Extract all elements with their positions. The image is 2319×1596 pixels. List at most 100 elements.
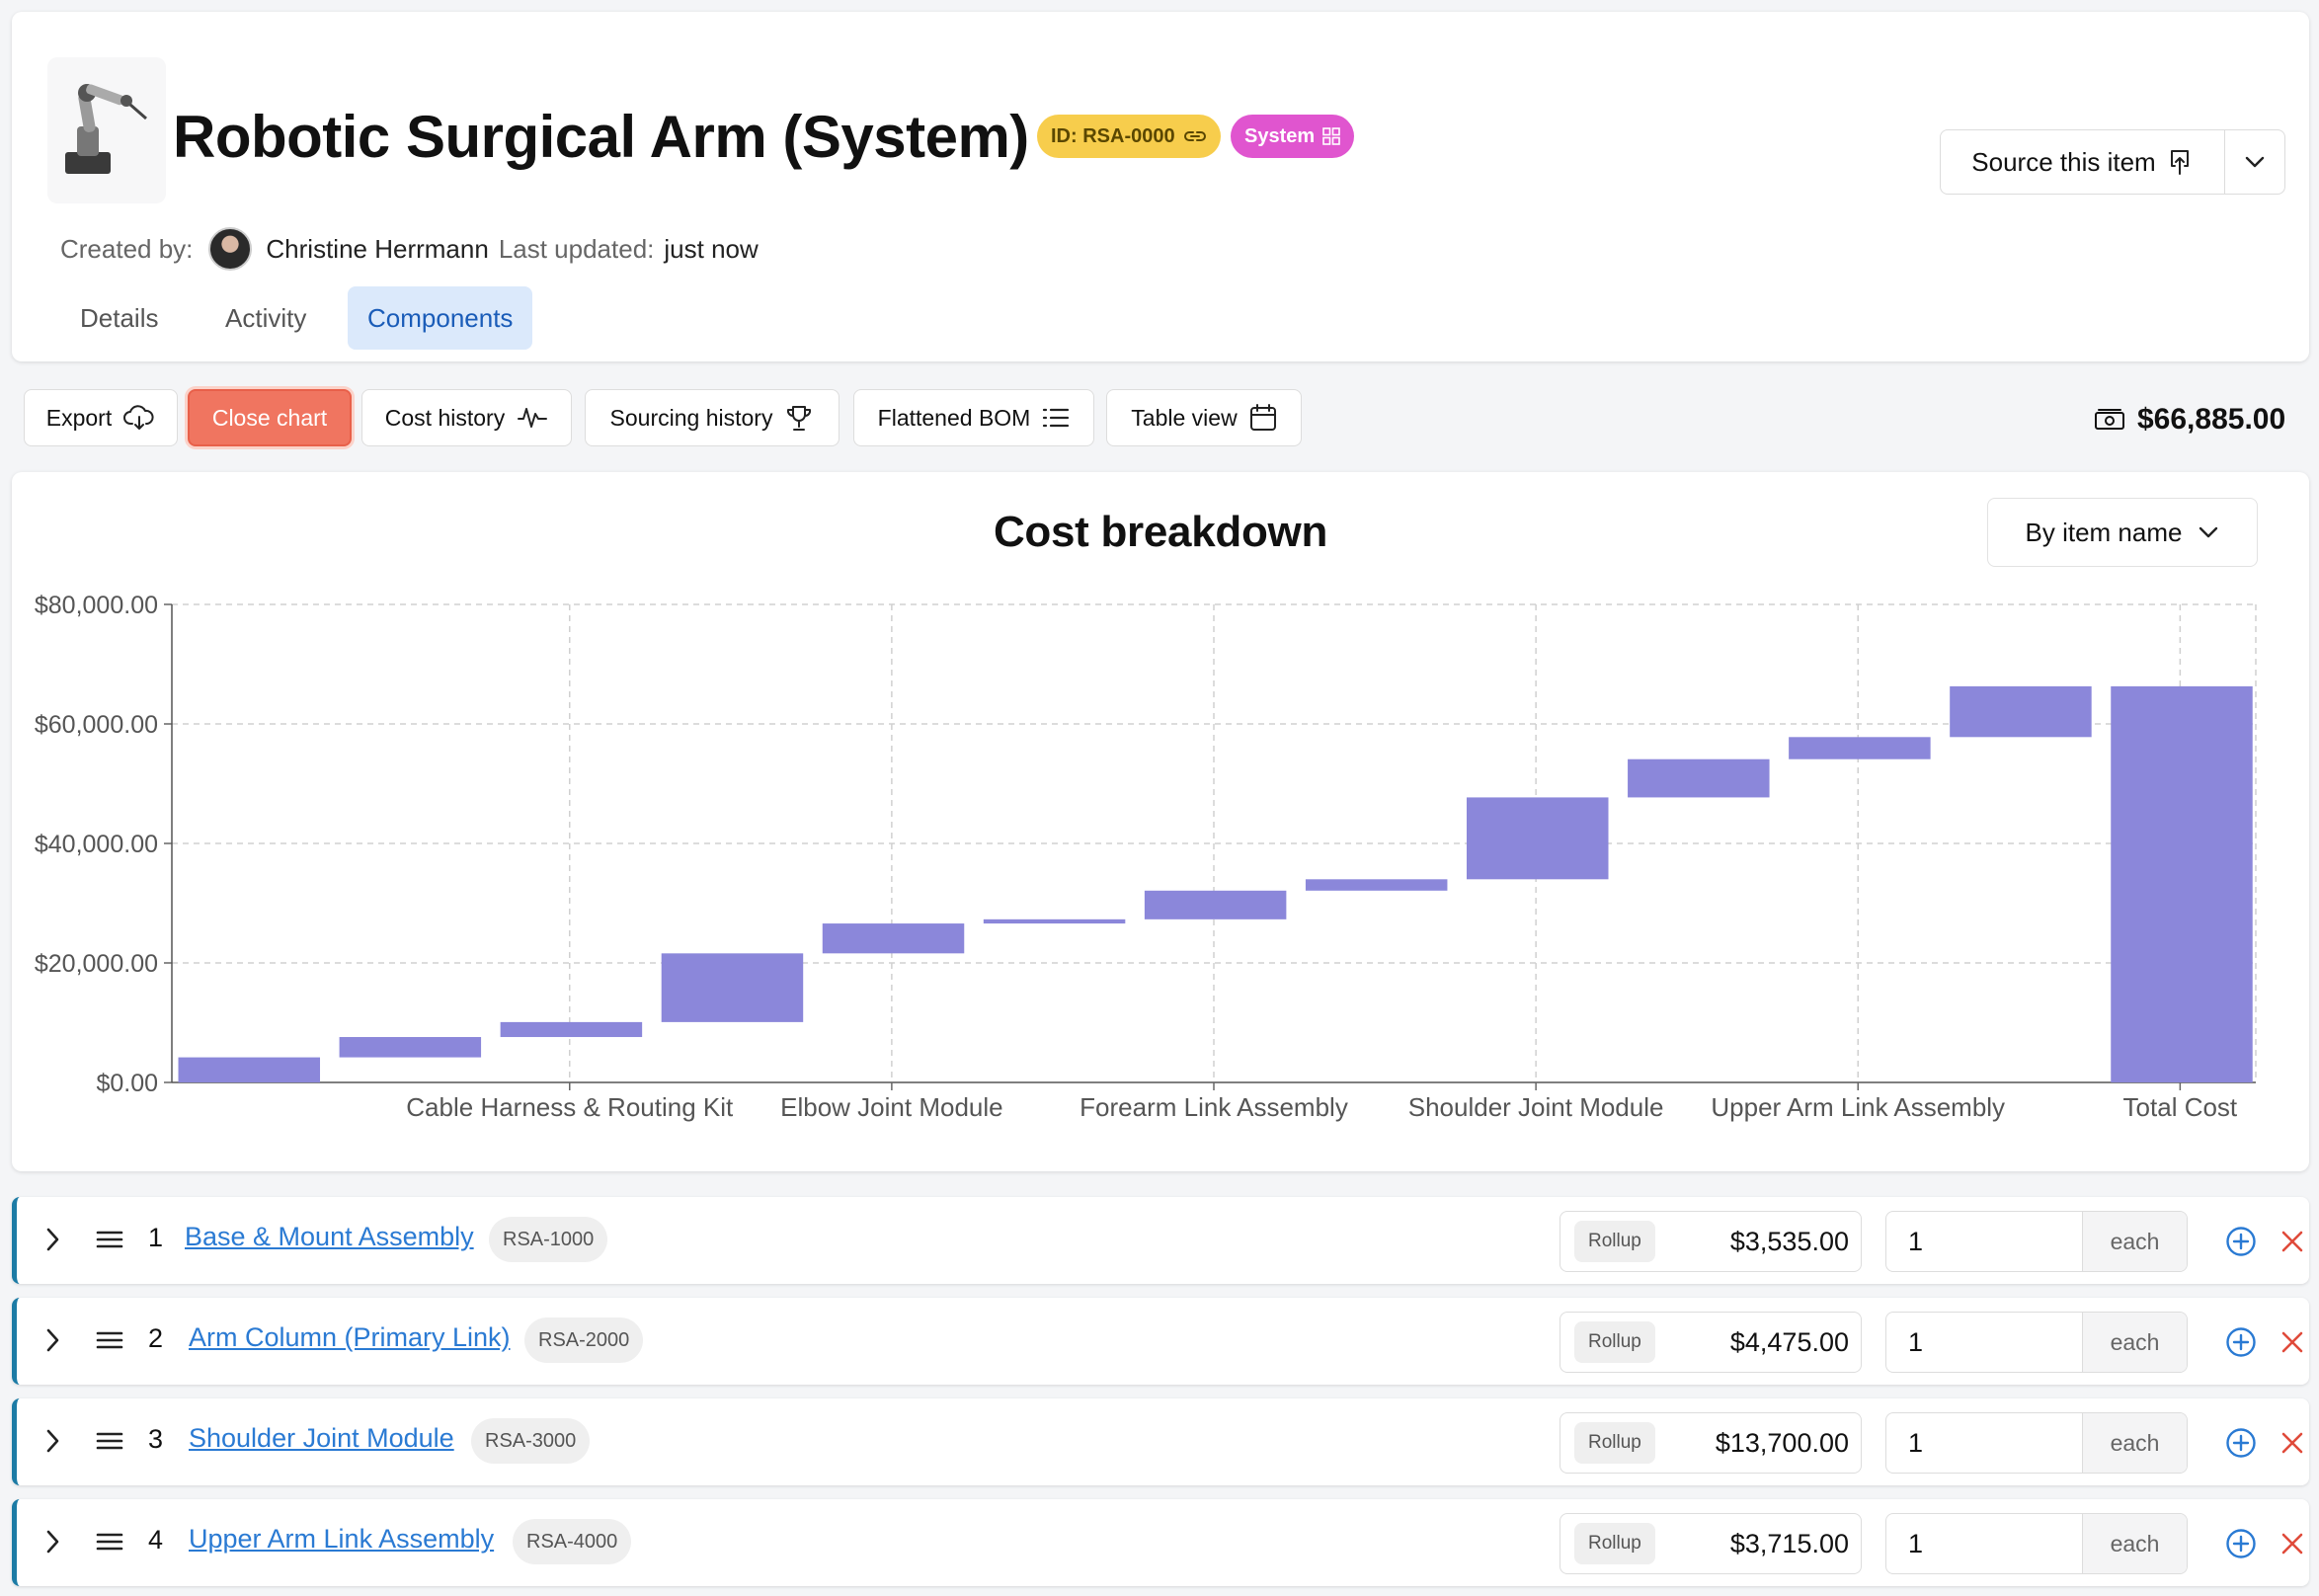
close-icon[interactable] [2280,1431,2304,1455]
waterfall-bar [661,953,804,1022]
close-icon[interactable] [2280,1532,2304,1556]
export-button[interactable]: Export [24,389,178,446]
add-circle-icon[interactable] [2225,1528,2257,1559]
cost-breakdown-chart-card: $0.00 $20,000.00 $40,000.00 $60,000.00 $80,0… [12,472,2309,1171]
group-by-value: By item name [2025,517,2183,547]
tab-details[interactable]: Details [80,302,159,333]
money-icon [2095,409,2124,430]
add-circle-icon[interactable] [2225,1326,2257,1358]
row-index: 2 [148,1323,164,1353]
flattened-bom-button[interactable]: Flattened BOM [853,389,1094,446]
close-icon[interactable] [2280,1330,2304,1354]
component-code-badge: RSA-3000 [471,1418,591,1464]
y-tick-label: $20,000.00 [35,950,158,978]
source-item-button[interactable]: Source this item [1941,130,2225,194]
chevron-right-icon[interactable] [44,1528,60,1556]
price-field[interactable]: Rollup $13,700.00 [1559,1412,1862,1474]
group-by-select[interactable]: By item name [1987,498,2258,567]
quantity-field[interactable]: 1 each [1885,1513,2188,1574]
drag-handle-icon[interactable] [96,1531,123,1553]
component-row[interactable]: 1 Base & Mount Assembly RSA-1000 Rollup … [12,1197,2309,1284]
item-type-badge[interactable]: System [1231,115,1355,158]
component-row[interactable]: 2 Arm Column (Primary Link) RSA-2000 Rol… [12,1298,2309,1385]
quantity-field[interactable]: 1 each [1885,1312,2188,1373]
created-by-name[interactable]: Christine Herrmann [266,233,489,264]
chevron-down-icon [2245,156,2265,168]
quantity-input[interactable]: 1 [1908,1427,1924,1458]
chevron-right-icon[interactable] [44,1226,60,1253]
chevron-right-icon[interactable] [44,1427,60,1455]
x-tick-label: Cable Harness & Routing Kit [406,1092,734,1122]
waterfall-bar [339,1037,482,1058]
close-icon[interactable] [2280,1230,2304,1253]
price-value: $3,715.00 [1729,1528,1849,1558]
waterfall-bar [1628,758,1770,798]
y-tick-label: $80,000.00 [35,592,158,619]
table-view-button[interactable]: Table view [1106,389,1302,446]
add-circle-icon[interactable] [2225,1427,2257,1459]
component-code-badge: RSA-2000 [524,1317,644,1363]
chevron-right-icon[interactable] [44,1326,60,1354]
tab-components[interactable]: Components [348,286,533,350]
source-options-dropdown[interactable] [2225,130,2284,194]
robot-arm-icon [65,84,147,174]
unit-label: each [2082,1212,2187,1271]
tab-activity[interactable]: Activity [225,302,307,333]
sourcing-history-button[interactable]: Sourcing history [585,389,840,446]
item-type-text: System [1244,124,1316,147]
price-field[interactable]: Rollup $3,535.00 [1559,1211,1862,1272]
waterfall-bar [2111,685,2253,1082]
x-tick-label: Total Cost [2123,1092,2238,1122]
drag-handle-icon[interactable] [96,1329,123,1351]
flattened-bom-label: Flattened BOM [877,404,1031,431]
quantity-input[interactable]: 1 [1908,1326,1924,1357]
last-updated-label: Last updated: [498,233,655,264]
source-item-label: Source this item [1971,146,2156,177]
component-name-link[interactable]: Upper Arm Link Assembly [189,1524,495,1554]
component-row[interactable]: 4 Upper Arm Link Assembly RSA-4000 Rollu… [12,1499,2309,1586]
chart-title: Cost breakdown [993,508,1328,556]
row-index: 3 [148,1424,164,1454]
rollup-tag: Rollup [1574,1422,1655,1464]
waterfall-bar [178,1057,321,1082]
cost-history-label: Cost history [384,404,506,431]
waterfall-bar [1789,737,1931,759]
price-value: $13,700.00 [1715,1427,1849,1458]
price-field[interactable]: Rollup $4,475.00 [1559,1312,1862,1373]
price-field[interactable]: Rollup $3,715.00 [1559,1513,1862,1574]
source-item-button-group: Source this item [1940,129,2285,195]
y-tick-label: $60,000.00 [35,711,158,739]
component-name-link[interactable]: Arm Column (Primary Link) [189,1322,511,1352]
quantity-input[interactable]: 1 [1908,1528,1924,1558]
pulse-icon [518,408,548,428]
component-name-link[interactable]: Base & Mount Assembly [185,1222,474,1251]
waterfall-bar [983,918,1126,924]
x-tick-label: Shoulder Joint Module [1408,1092,1664,1122]
grid-icon [1322,127,1340,145]
add-circle-icon[interactable] [2225,1226,2257,1257]
close-chart-button[interactable]: Close chart [188,389,352,446]
drag-handle-icon[interactable] [96,1229,123,1250]
quantity-input[interactable]: 1 [1908,1226,1924,1256]
link-icon [1183,131,1206,141]
chevron-down-icon [2199,526,2218,538]
item-id-text: ID: RSA-0000 [1051,124,1175,147]
component-name-link[interactable]: Shoulder Joint Module [189,1423,454,1453]
drag-handle-icon[interactable] [96,1430,123,1452]
calendar-icon [1249,404,1276,431]
waterfall-bar [500,1021,643,1038]
quantity-field[interactable]: 1 each [1885,1211,2188,1272]
item-meta: Created by: Christine Herrmann Last upda… [60,227,759,271]
cost-history-button[interactable]: Cost history [361,389,572,446]
component-row[interactable]: 3 Shoulder Joint Module RSA-3000 Rollup … [12,1398,2309,1485]
total-cost-display: $66,885.00 [2094,395,2285,444]
avatar[interactable] [208,227,253,271]
x-tick-label: Forearm Link Assembly [1080,1092,1348,1122]
item-id-badge[interactable]: ID: RSA-0000 [1037,115,1221,158]
x-tick-label: Elbow Joint Module [780,1092,1002,1122]
price-value: $4,475.00 [1729,1326,1849,1357]
y-tick-label: $0.00 [96,1070,158,1097]
rollup-tag: Rollup [1574,1321,1655,1363]
quantity-field[interactable]: 1 each [1885,1412,2188,1474]
item-thumbnail [47,57,166,203]
